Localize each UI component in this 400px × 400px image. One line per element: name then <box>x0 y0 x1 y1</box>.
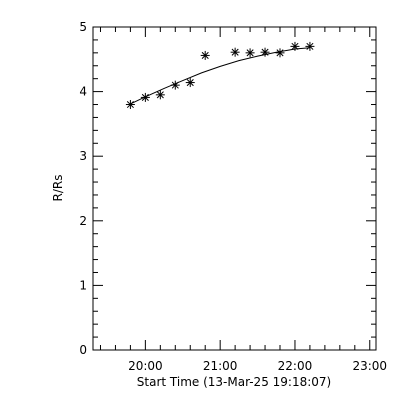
x-axis-label: Start Time (13-Mar-25 19:18:07) <box>137 375 331 389</box>
data-point <box>305 41 315 51</box>
x-tick-label: 22:00 <box>278 359 313 373</box>
fit-curve <box>130 47 310 105</box>
plot-frame <box>92 26 377 351</box>
data-point <box>245 48 255 58</box>
data-point <box>125 100 135 110</box>
x-tick-label: 21:00 <box>203 359 238 373</box>
data-point <box>290 41 300 51</box>
y-axis-label: R/Rs <box>51 175 65 202</box>
data-point <box>140 92 150 102</box>
data-point <box>170 80 180 90</box>
y-tick-label: 4 <box>79 85 87 99</box>
y-tick-label: 2 <box>79 214 87 228</box>
x-tick-label: 23:00 <box>352 359 387 373</box>
data-point <box>260 47 270 57</box>
y-tick-label: 3 <box>79 149 87 163</box>
data-markers <box>125 41 315 110</box>
x-axis: 20:00 21:00 22:00 23:00 <box>99 27 387 373</box>
y-axis: 0 1 2 3 4 5 <box>79 20 376 357</box>
x-tick-label: 20:00 <box>128 359 163 373</box>
data-point <box>155 90 165 100</box>
y-tick-label: 0 <box>79 343 87 357</box>
data-point <box>275 48 285 58</box>
data-point <box>230 47 240 57</box>
data-point <box>200 50 210 60</box>
y-tick-label: 1 <box>79 278 87 292</box>
data-point <box>185 78 195 88</box>
y-tick-label: 5 <box>79 20 87 34</box>
